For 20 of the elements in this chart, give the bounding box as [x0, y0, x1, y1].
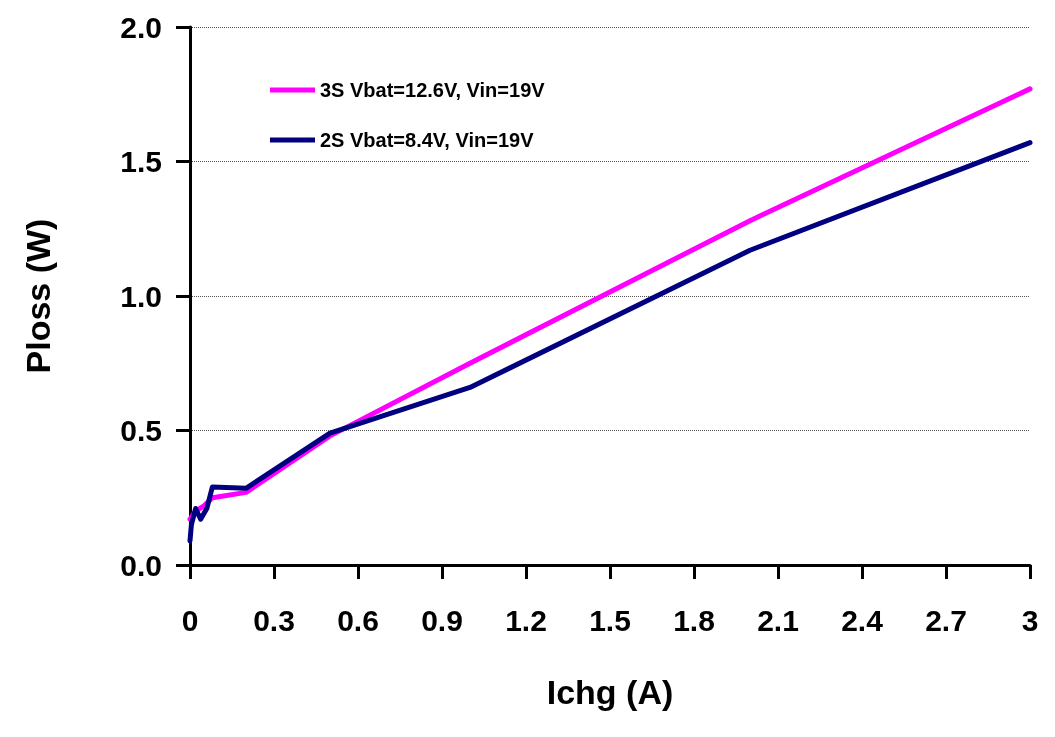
x-tick-label: 2.4: [841, 603, 884, 637]
x-tick-label: 1.2: [505, 603, 547, 637]
y-tick-label: 0.5: [120, 414, 162, 447]
y-tick-label: 1.0: [120, 279, 162, 313]
x-tick-label: 0.9: [421, 603, 463, 637]
x-tick-label: 2.7: [925, 603, 967, 637]
legend-label: 3S Vbat=12.6V, Vin=19V: [320, 79, 546, 101]
y-tick-label: 1.5: [120, 145, 162, 178]
legend-label: 2S Vbat=8.4V, Vin=19V: [320, 129, 535, 151]
x-tick-label: 0.6: [337, 603, 379, 637]
x-tick-label: 1.8: [673, 603, 715, 637]
y-tick-label: 0.0: [120, 548, 162, 582]
y-tick-label: 2.0: [120, 10, 162, 44]
x-tick-label: 1.5: [589, 603, 631, 637]
x-axis-title: Ichg (A): [546, 673, 674, 711]
x-tick-label: 0.3: [253, 603, 295, 637]
y-axis-title: Ploss (W): [19, 218, 57, 374]
x-tick-label: 2.1: [757, 603, 799, 637]
x-tick-label: 3: [1021, 603, 1039, 637]
x-tick-label: 0: [181, 603, 199, 637]
